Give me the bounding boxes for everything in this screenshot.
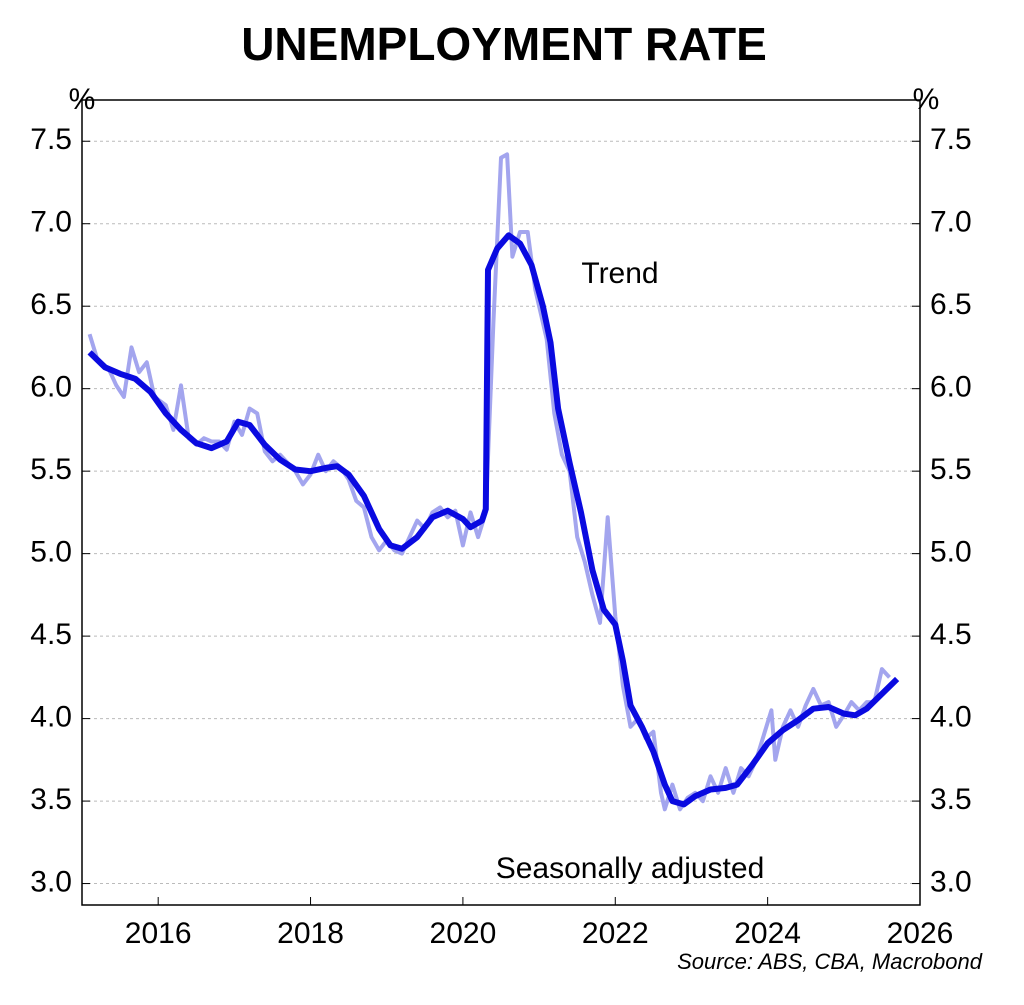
x-tick-label: 2026 — [887, 917, 954, 950]
y-tick-label: 5.5 — [30, 453, 72, 486]
y-tick-label: 5.0 — [30, 536, 72, 569]
y2-tick-label: 6.5 — [930, 288, 972, 321]
x-tick-label: 2020 — [430, 917, 497, 950]
y-tick-label: 7.5 — [30, 123, 72, 156]
y-tick-label: 3.0 — [30, 865, 72, 898]
y2-tick-label: 7.5 — [930, 123, 972, 156]
y2-tick-label: 4.0 — [930, 701, 972, 734]
series-label: Trend — [581, 257, 658, 290]
y-tick-label: 6.5 — [30, 288, 72, 321]
x-tick-label: 2016 — [125, 917, 192, 950]
y2-tick-label: 5.0 — [930, 536, 972, 569]
y-tick-label: 3.5 — [30, 783, 72, 816]
series-line — [87, 152, 891, 812]
y-tick-label: 6.0 — [30, 371, 72, 404]
y-tick-label: 4.5 — [30, 618, 72, 651]
y-tick-label: 7.0 — [30, 206, 72, 239]
y2-tick-label: 4.5 — [930, 618, 972, 651]
y2-tick-label: 7.0 — [930, 206, 972, 239]
x-tick-label: 2024 — [734, 917, 801, 950]
chart-title: UNEMPLOYMENT RATE — [241, 18, 767, 70]
y2-tick-label: 5.5 — [930, 453, 972, 486]
plot-frame — [81, 99, 921, 906]
series-label: Seasonally adjusted — [496, 852, 765, 885]
y-tick-label: 4.0 — [30, 701, 72, 734]
y2-tick-label: 3.5 — [930, 783, 972, 816]
source-note: Source: ABS, CBA, Macrobond — [677, 949, 983, 974]
x-tick-label: 2018 — [277, 917, 344, 950]
y2-tick-label: 6.0 — [930, 371, 972, 404]
series-line — [87, 232, 900, 808]
y2-tick-label: 3.0 — [930, 865, 972, 898]
x-tick-label: 2022 — [582, 917, 649, 950]
